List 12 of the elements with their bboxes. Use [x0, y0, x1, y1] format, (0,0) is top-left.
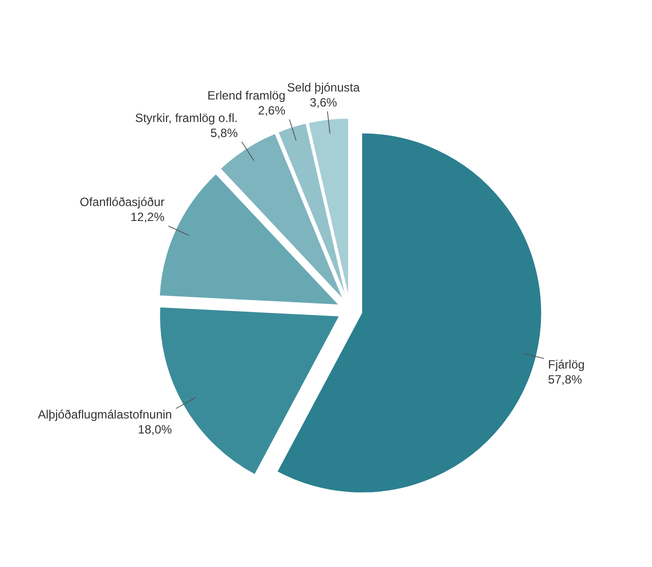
- data-label: 3,6%: [310, 95, 338, 110]
- slice-label: Ofanflóðasjóður: [80, 194, 165, 209]
- data-label: 2,6%: [258, 103, 286, 118]
- data-label: 12,2%: [130, 210, 165, 224]
- data-label: 57,8%: [548, 372, 582, 387]
- slice-label: Styrkir, framlög o.fl.: [135, 110, 238, 125]
- data-label: 18,0%: [138, 422, 172, 437]
- slice-label: Fjárlög: [548, 358, 585, 372]
- slice-label: Erlend framlög: [207, 88, 286, 102]
- slice-label: Alþjóðaflugmálastofnunin: [38, 408, 172, 422]
- data-label: 5,8%: [210, 126, 238, 140]
- slice-label: Seld þjónusta: [287, 80, 360, 94]
